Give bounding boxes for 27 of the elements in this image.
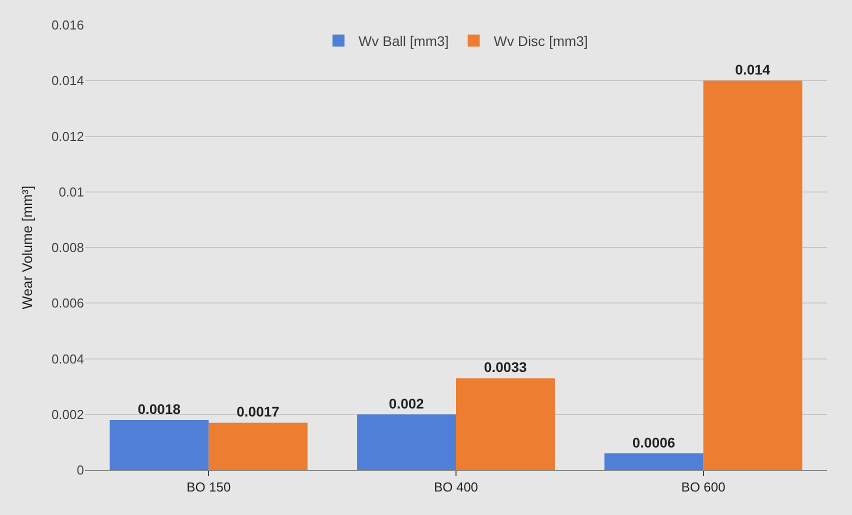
y-tick-label: 0.016 — [51, 18, 84, 33]
data-label: 0.014 — [735, 62, 770, 78]
data-label: 0.0006 — [632, 434, 676, 450]
y-tick-label: 0.002 — [51, 406, 84, 422]
y-tick-label: 0.006 — [51, 296, 84, 311]
y-tick-label: 0.004 — [51, 351, 84, 366]
y-tick-label: 0.012 — [51, 128, 84, 144]
bar — [357, 414, 456, 470]
bar — [703, 80, 802, 470]
data-label: 0.0017 — [236, 404, 280, 420]
y-axis-title: Wear Volume [mm³] — [19, 186, 36, 310]
legend-label: Wv Disc [mm3] — [494, 33, 588, 50]
bar — [208, 422, 308, 470]
y-tick-label: 0.014 — [51, 73, 84, 88]
bar — [110, 420, 209, 470]
data-label: 0.0033 — [484, 359, 527, 376]
x-tick-label: BO 400 — [434, 480, 478, 495]
data-label: 0.0018 — [138, 400, 181, 417]
data-label: 0.002 — [388, 395, 424, 412]
bar — [456, 378, 555, 470]
y-tick-label: 0.008 — [51, 240, 84, 256]
bar — [604, 453, 704, 470]
x-tick-label: BO 150 — [186, 480, 231, 495]
y-tick-label: 0 — [76, 462, 84, 478]
x-tick-label: BO 600 — [681, 480, 726, 495]
y-tick-label: 0.01 — [58, 184, 84, 200]
legend-label: Wv Ball [mm3] — [358, 33, 449, 50]
